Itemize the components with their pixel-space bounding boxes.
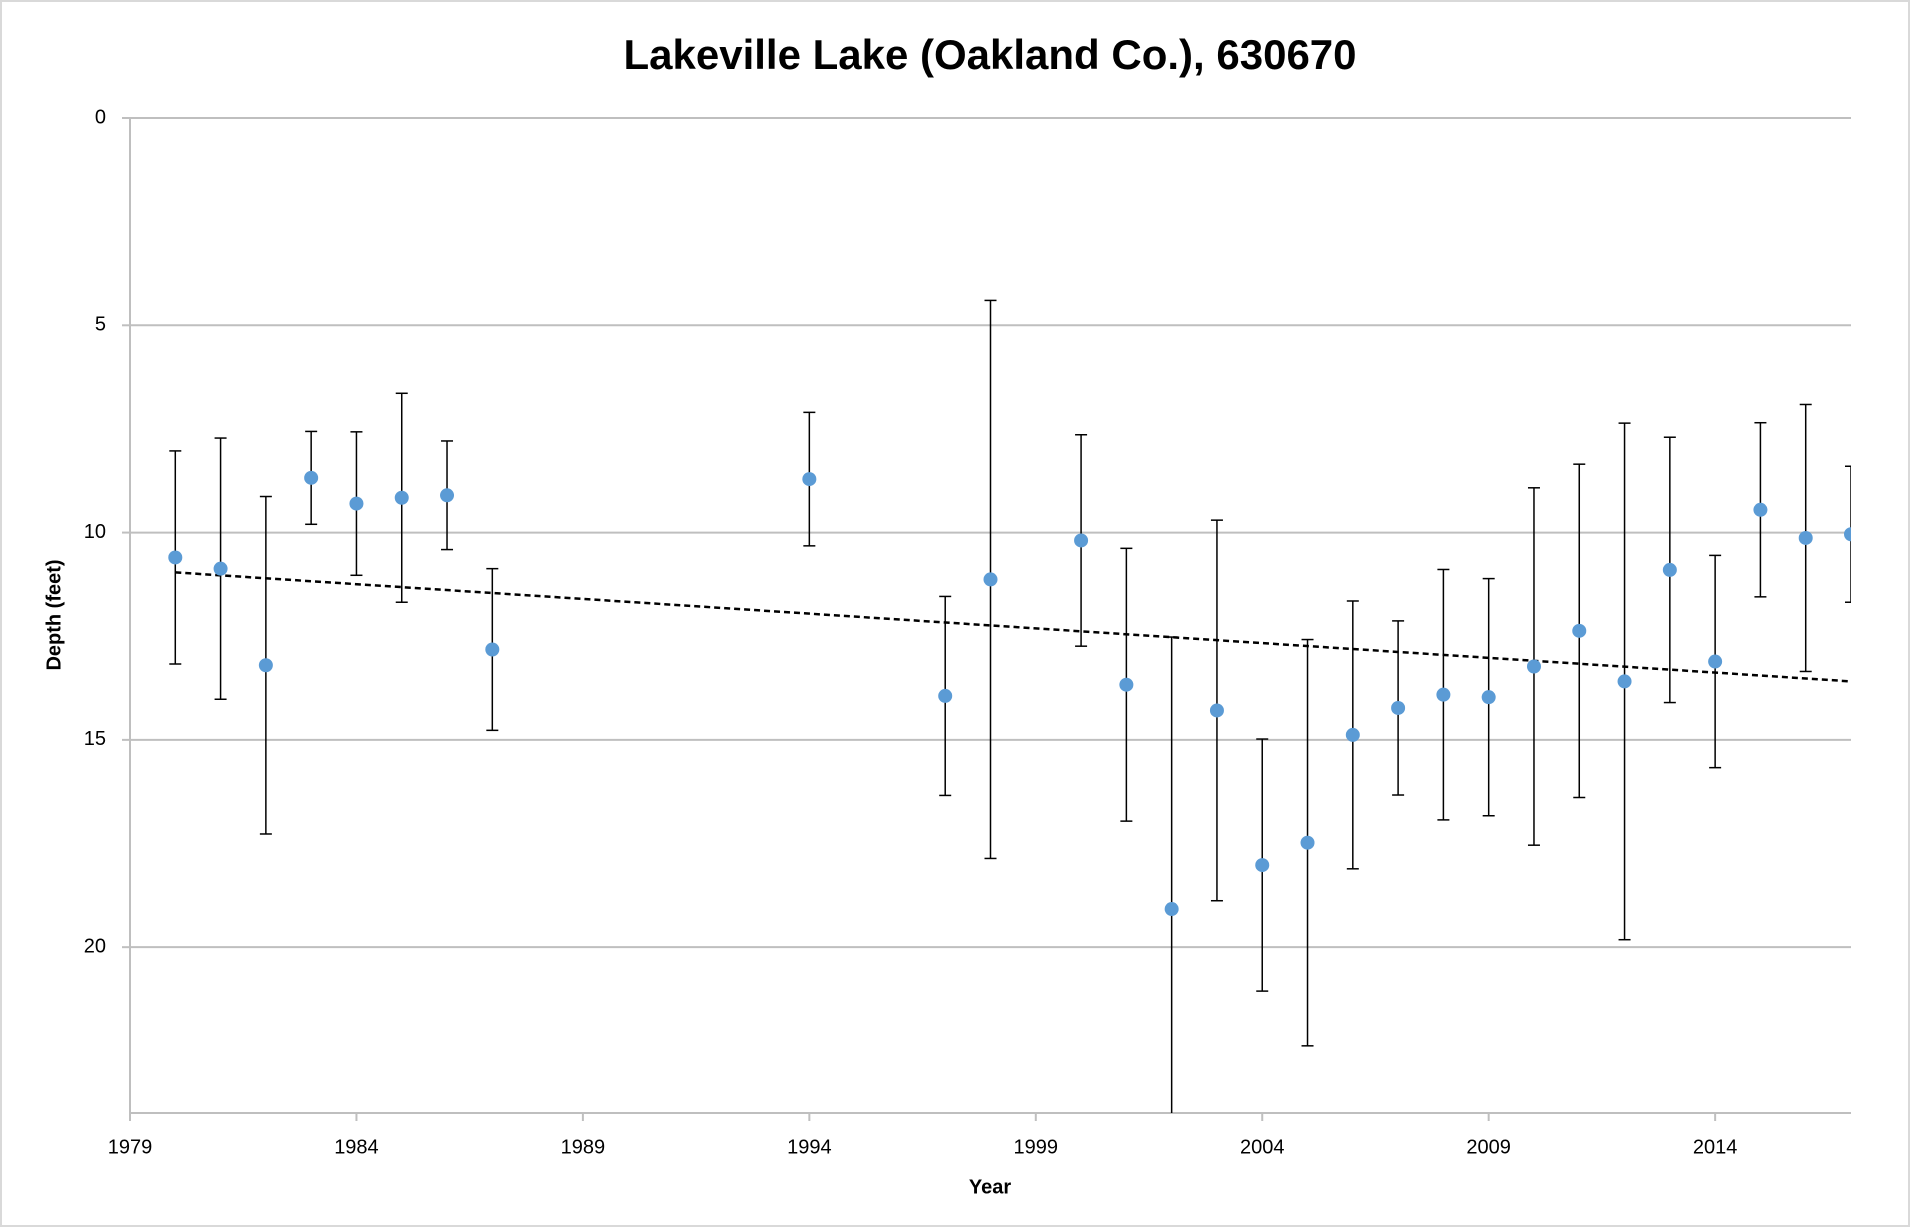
data-point xyxy=(1345,727,1360,742)
x-tick-label: 1979 xyxy=(108,1136,153,1158)
x-tick-label: 1989 xyxy=(561,1136,606,1158)
data-point xyxy=(1300,835,1315,850)
x-tick-label: 2014 xyxy=(1693,1136,1738,1158)
y-tick-label: 5 xyxy=(95,314,106,336)
x-tick-label: 2009 xyxy=(1466,1136,1511,1158)
data-point xyxy=(213,561,228,576)
data-point xyxy=(1074,533,1089,548)
data-point xyxy=(1617,674,1632,689)
data-point xyxy=(1255,858,1270,873)
data-point xyxy=(938,688,953,703)
data-point xyxy=(349,496,364,511)
y-tick-label: 20 xyxy=(84,935,106,957)
y-tick-label: 10 xyxy=(84,521,106,543)
data-point xyxy=(802,472,817,487)
data-point xyxy=(1844,527,1851,542)
chart-title: Lakeville Lake (Oakland Co.), 630670 xyxy=(623,31,1356,78)
data-point xyxy=(485,642,500,657)
data-point xyxy=(258,658,273,673)
error-bar xyxy=(1845,465,1851,603)
data-point xyxy=(304,470,319,485)
data-point xyxy=(1391,700,1406,715)
x-axis-label: Year xyxy=(969,1176,1011,1198)
data-point xyxy=(1526,659,1541,674)
plot-area xyxy=(168,299,1851,1113)
data-point xyxy=(1708,654,1723,669)
data-point xyxy=(440,488,455,503)
data-point xyxy=(983,572,998,587)
data-point xyxy=(1753,502,1768,517)
data-point xyxy=(394,490,409,505)
x-tick-label: 2004 xyxy=(1240,1136,1285,1158)
data-point xyxy=(168,550,183,565)
data-point xyxy=(1662,562,1677,577)
x-tick-label: 1999 xyxy=(1014,1136,1059,1158)
x-tick-label: 1994 xyxy=(787,1136,832,1158)
data-point xyxy=(1119,677,1134,692)
y-axis-label: Depth (feet) xyxy=(43,559,65,670)
data-point xyxy=(1209,703,1224,718)
data-point xyxy=(1798,530,1813,545)
data-point xyxy=(1572,623,1587,638)
data-point xyxy=(1164,902,1179,917)
y-tick-label: 15 xyxy=(84,728,106,750)
data-point xyxy=(1481,690,1496,705)
x-tick-label: 1984 xyxy=(334,1136,379,1158)
y-tick-label: 0 xyxy=(95,106,106,128)
data-point xyxy=(1436,687,1451,702)
